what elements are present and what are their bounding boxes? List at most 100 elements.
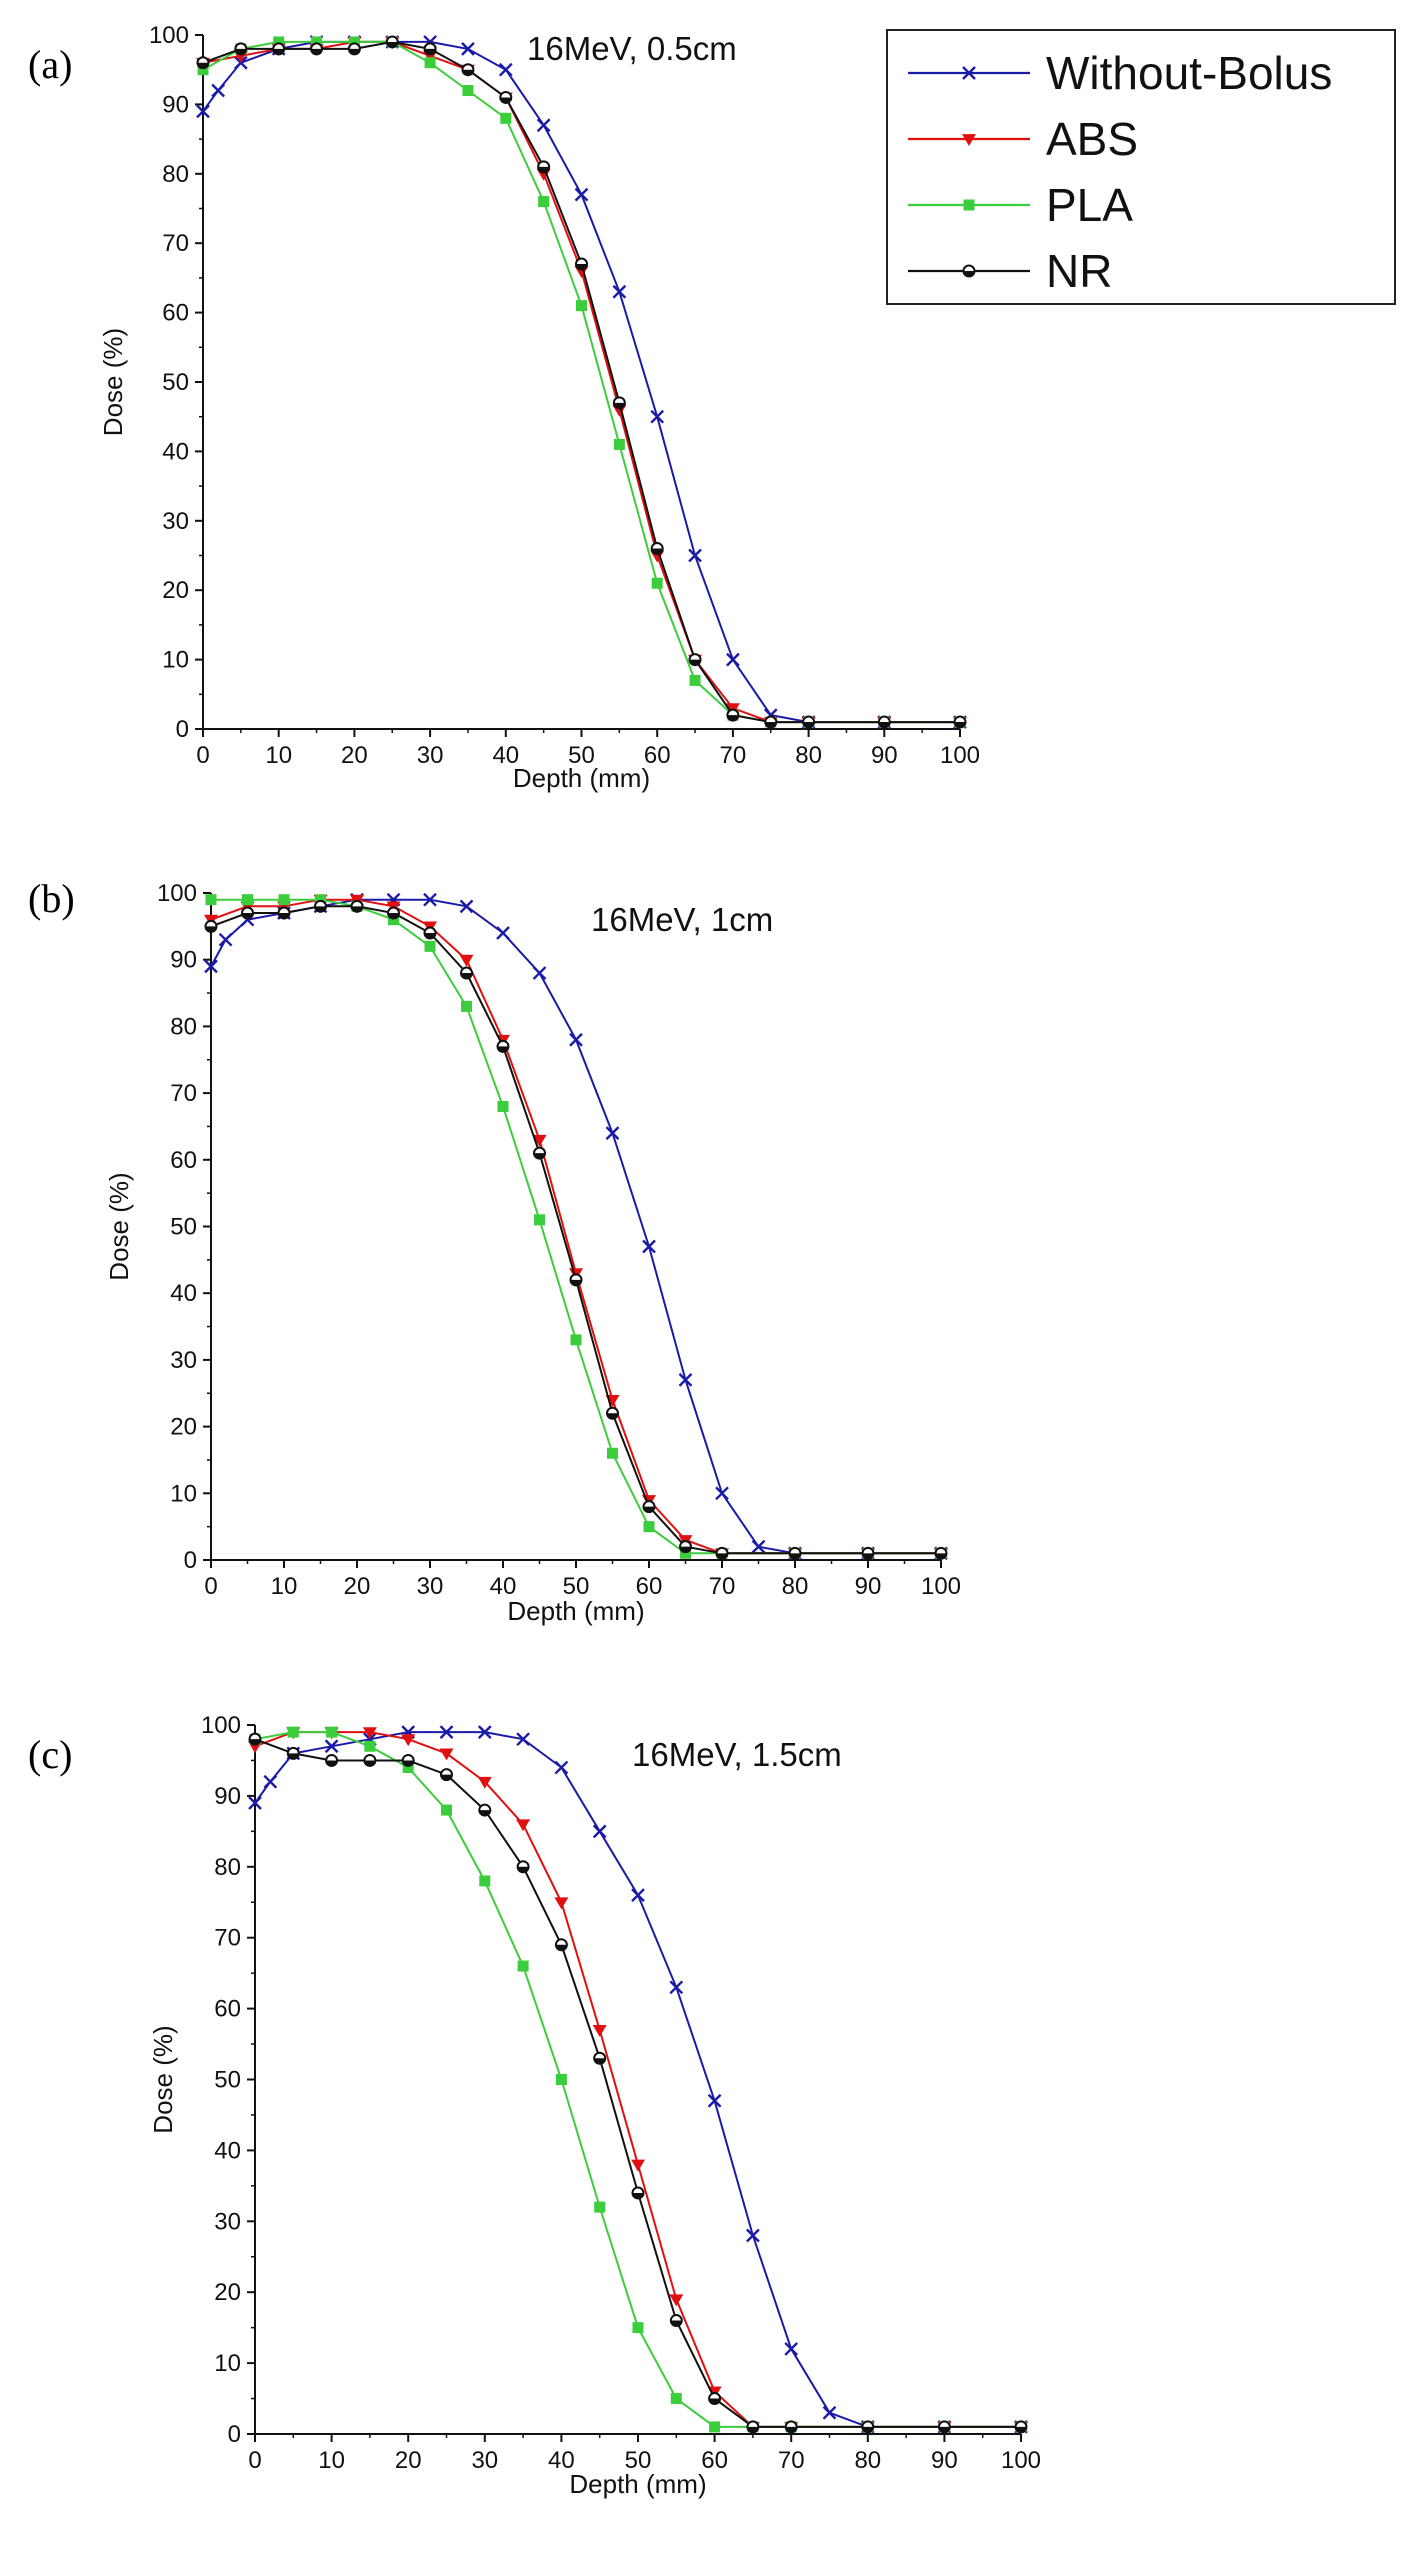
data-point (575, 257, 588, 271)
data-point (310, 42, 324, 56)
data-point (613, 438, 625, 450)
data-point (324, 1739, 339, 1754)
x-tick-label: 70 (778, 2447, 805, 2474)
y-tick-label: 60 (170, 1147, 197, 1174)
data-point (606, 1406, 619, 1420)
data-point (669, 2294, 684, 2307)
data-point (679, 1540, 692, 1554)
data-point (861, 1546, 875, 1560)
panel-annotation: 16MeV, 1cm (591, 901, 773, 938)
data-point (569, 1273, 583, 1287)
data-point (715, 1546, 729, 1560)
data-point (388, 914, 399, 926)
data-point (934, 1546, 948, 1560)
series-line (211, 898, 941, 1555)
legend-label: Without-Bolus (1046, 47, 1332, 99)
x-tick-label: 30 (417, 742, 444, 769)
y-tick-label: 80 (214, 1854, 241, 1881)
data-point (424, 940, 436, 952)
data-point (822, 2405, 837, 2420)
y-tick-label: 100 (157, 880, 197, 907)
data-point (196, 56, 210, 70)
legend: Without-Bolus ABS PLA NR (886, 29, 1396, 305)
data-point (477, 1776, 492, 1789)
legend-label: NR (1046, 245, 1112, 297)
data-point (788, 1546, 802, 1560)
data-point (461, 63, 475, 77)
y-tick-label: 70 (214, 1925, 241, 1952)
data-point (197, 64, 209, 76)
x-tick-label: 100 (940, 742, 980, 769)
y-tick-label: 10 (214, 2350, 241, 2377)
data-point (211, 83, 225, 98)
x-tick-label: 40 (548, 2447, 575, 2474)
y-tick-label: 80 (162, 161, 189, 188)
x-tick-label: 20 (344, 1573, 371, 1600)
data-point (204, 959, 218, 974)
data-point (538, 196, 550, 208)
y-tick-label: 40 (214, 2137, 241, 2164)
data-point (688, 548, 702, 563)
x-tick-label: 100 (1001, 2447, 1041, 2474)
x-tick-label: 100 (921, 1573, 961, 1600)
y-axis-title: Dose (%) (104, 1172, 134, 1280)
data-point (385, 35, 399, 49)
legend-item-nr: NR (908, 245, 1112, 297)
x-tick-label: 90 (871, 742, 898, 769)
data-point (612, 396, 626, 410)
data-point (241, 906, 254, 920)
data-point (689, 674, 701, 686)
data-point (350, 899, 364, 913)
data-point (315, 894, 326, 906)
y-tick-label: 30 (162, 508, 189, 535)
data-point (631, 2186, 645, 2200)
legend-marker (962, 264, 976, 278)
data-point (479, 1875, 491, 1887)
data-point (205, 894, 217, 906)
x-tick-label: 60 (701, 2447, 728, 2474)
y-tick-label: 30 (214, 2208, 241, 2235)
y-tick-label: 90 (170, 947, 197, 974)
data-point (592, 2024, 607, 2037)
series-nr (196, 35, 967, 729)
data-point (1014, 2420, 1028, 2434)
legend-label: PLA (1046, 179, 1133, 231)
x-axis-title: Depth (mm) (513, 763, 650, 793)
data-point (362, 1727, 377, 1740)
data-point (554, 1897, 569, 1910)
data-point (348, 36, 360, 48)
series-without-bolus (204, 892, 948, 1561)
data-point (516, 1819, 531, 1832)
data-point (784, 2420, 798, 2434)
data-point (688, 653, 702, 667)
data-point (462, 85, 474, 97)
data-point (234, 42, 248, 56)
legend-marker (962, 66, 976, 80)
data-point (499, 90, 513, 104)
data-point (709, 2421, 721, 2433)
legend-marker (962, 134, 976, 146)
data-point (498, 62, 513, 77)
data-point (287, 1726, 299, 1738)
panel-label: (b) (28, 876, 75, 921)
y-tick-label: 20 (162, 577, 189, 604)
x-axis-title: Depth (mm) (569, 2469, 706, 2499)
data-point (536, 118, 551, 133)
x-tick-label: 20 (341, 742, 368, 769)
data-point (459, 954, 474, 967)
data-point (364, 1740, 376, 1752)
data-point (534, 1214, 545, 1226)
data-point (605, 1126, 620, 1140)
y-tick-label: 50 (170, 1214, 197, 1241)
data-point (669, 2314, 683, 2328)
data-point (242, 894, 253, 906)
x-tick-label: 80 (782, 1573, 809, 1600)
x-tick-label: 10 (271, 1573, 298, 1600)
data-point (459, 899, 474, 914)
y-tick-label: 70 (162, 230, 189, 257)
series-pla (205, 894, 947, 1559)
x-tick-label: 60 (644, 742, 671, 769)
data-point (218, 932, 233, 947)
data-point (861, 2420, 875, 2434)
